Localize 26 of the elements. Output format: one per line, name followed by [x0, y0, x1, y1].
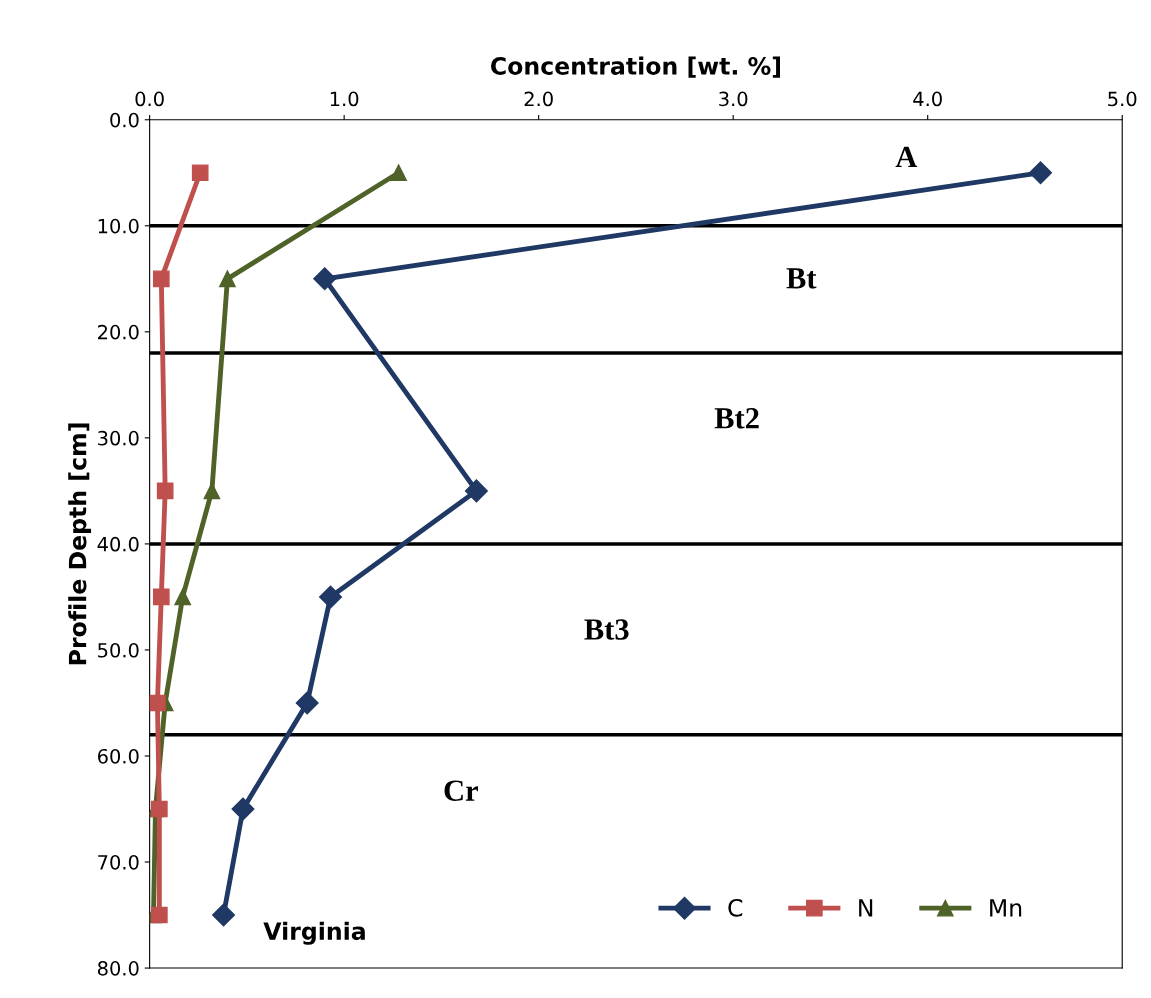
- legend-label: N: [859, 899, 873, 917]
- annotation: Bt3: [584, 619, 629, 640]
- y-tick-label: 10.0: [98, 218, 139, 234]
- y-tick-label: 50.0: [98, 642, 139, 658]
- x-tick-label: 3.0: [719, 91, 748, 107]
- annotation: Bt2: [714, 408, 759, 429]
- y-tick-label: 60.0: [97, 748, 139, 764]
- x-tick-label: 0.0: [135, 91, 164, 107]
- x-tick-label: 1.0: [330, 91, 359, 107]
- y-tick-label: 20.0: [98, 324, 139, 340]
- annotation: A: [895, 146, 918, 167]
- y-tick-label: 70.0: [98, 854, 139, 870]
- legend-label: C: [728, 898, 743, 917]
- y-tick-label: 0.0: [110, 112, 139, 128]
- y-tick-label: 30.0: [98, 430, 139, 446]
- x-axis-title: Concentration [wt. %]: [491, 56, 780, 78]
- legend-label: Mn: [990, 899, 1022, 917]
- x-tick-label: 4.0: [913, 91, 942, 107]
- y-axis-title: Profile Depth [cm]: [68, 423, 92, 665]
- x-tick-label: 5.0: [1108, 91, 1137, 107]
- x-tick-label: 2.0: [524, 91, 553, 107]
- annotation: Cr: [444, 780, 479, 801]
- y-tick-label: 40.0: [97, 536, 139, 552]
- y-tick-label: 80.0: [97, 961, 139, 976]
- annotation: Bt: [786, 268, 817, 289]
- annotation: Virginia: [263, 921, 365, 945]
